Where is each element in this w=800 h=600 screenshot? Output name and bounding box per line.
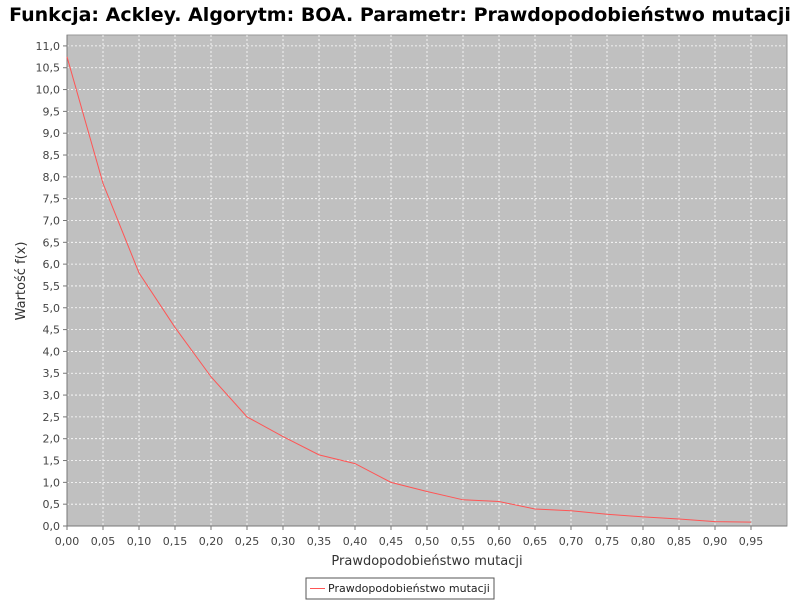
legend: Prawdopodobieństwo mutacji — [305, 577, 495, 600]
x-tick-label: 0,90 — [703, 535, 728, 548]
x-axis: 0,00 0,05 0,10 0,15 0,20 0,25 0,30 0,35 0,40 0,45… — [55, 525, 787, 548]
chart-title: Funkcja: Ackley. Algorytm: BOA. Parametr… — [9, 4, 791, 26]
y-axis: 0,0 0,5 1,0 1,5 2,0 2,5 3,0 3,5 4,0 4,5 5,0 5,5 6,0 6… — [36, 35, 68, 533]
x-tick-label: 0,45 — [379, 535, 404, 548]
x-tick-label: 0,10 — [127, 535, 152, 548]
y-tick-label: 5,5 — [43, 280, 61, 293]
x-tick-label: 0,50 — [415, 535, 440, 548]
x-tick-label: 0,60 — [487, 535, 512, 548]
series-line — [66, 56, 752, 523]
grid — [66, 35, 787, 527]
y-tick-label: 7,0 — [43, 214, 61, 227]
x-tick-label: 0,25 — [235, 535, 260, 548]
x-tick-label: 0,70 — [559, 535, 584, 548]
x-tick-label: 0,15 — [163, 535, 188, 548]
y-tick-label: 11,0 — [36, 40, 61, 53]
x-tick-label: 0,75 — [595, 535, 620, 548]
y-tick-label: 10,5 — [36, 62, 61, 75]
x-tick-label: 0,35 — [307, 535, 332, 548]
x-tick-label: 0,55 — [451, 535, 476, 548]
y-tick-label: 8,0 — [43, 171, 61, 184]
y-tick-label: 10,0 — [36, 84, 61, 97]
y-tick-label: 1,0 — [43, 476, 61, 489]
y-tick-label: 8,5 — [43, 149, 61, 162]
y-tick-label: 2,5 — [43, 411, 61, 424]
y-tick-label: 3,0 — [43, 389, 61, 402]
x-axis-label: Prawdopodobieństwo mutacji — [331, 554, 522, 569]
legend-label: Prawdopodobieństwo mutacji — [328, 582, 490, 595]
legend-box — [305, 577, 495, 600]
x-tick-label: 0,00 — [55, 535, 80, 548]
y-tick-label: 9,0 — [43, 127, 61, 140]
y-tick-label: 6,0 — [43, 258, 61, 271]
y-tick-label: 0,0 — [43, 520, 61, 533]
x-tick-label: 0,20 — [199, 535, 224, 548]
x-tick-label: 0,85 — [667, 535, 692, 548]
x-tick-label: 0,40 — [343, 535, 368, 548]
x-tick-label: 0,95 — [739, 535, 764, 548]
y-tick-label: 3,5 — [43, 367, 61, 380]
x-tick-label: 0,65 — [523, 535, 548, 548]
y-tick-label: 2,0 — [43, 433, 61, 446]
y-tick-label: 4,5 — [43, 324, 61, 337]
y-tick-label: 9,5 — [43, 105, 61, 118]
x-tick-label: 0,80 — [631, 535, 656, 548]
y-axis-label: Wartość f(x) — [14, 242, 29, 321]
x-tick-label: 0,05 — [91, 535, 116, 548]
x-tick-label: 0,30 — [271, 535, 296, 548]
y-tick-label: 4,0 — [43, 345, 61, 358]
series-group — [66, 56, 752, 523]
y-tick-label: 7,5 — [43, 193, 61, 206]
y-tick-label: 0,5 — [43, 498, 61, 511]
y-tick-label: 6,5 — [43, 236, 61, 249]
y-tick-label: 1,5 — [43, 455, 61, 468]
y-tick-label: 5,0 — [43, 302, 61, 315]
